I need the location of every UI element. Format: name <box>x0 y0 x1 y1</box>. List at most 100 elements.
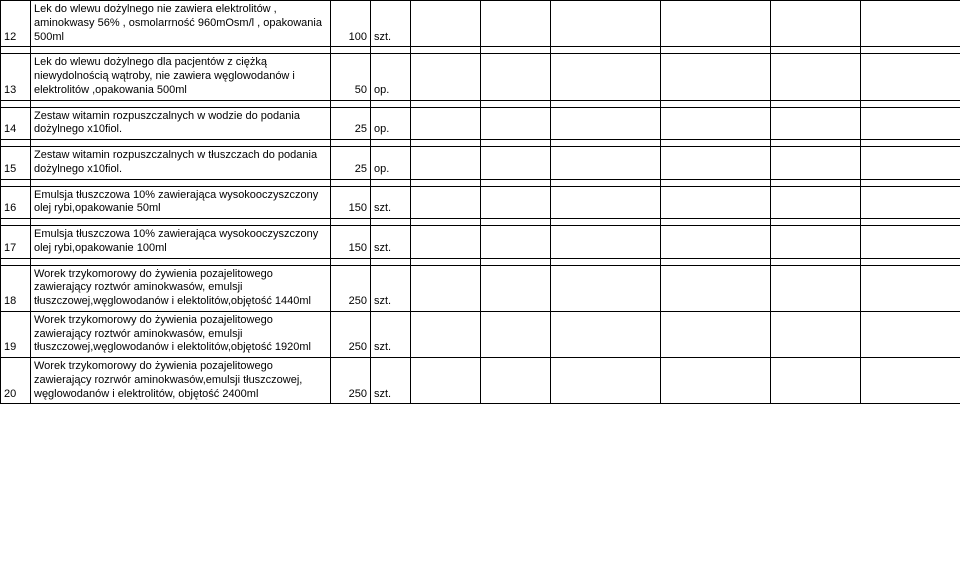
row-desc: Emulsja tłuszczowa 10% zawierająca wysok… <box>31 226 331 259</box>
row-blank <box>551 1 661 47</box>
row-blank <box>411 358 481 404</box>
table-row: 17Emulsja tłuszczowa 10% zawierająca wys… <box>1 226 960 259</box>
row-blank <box>661 54 771 100</box>
row-blank <box>771 311 861 357</box>
row-blank <box>861 358 960 404</box>
separator-cell <box>411 179 481 186</box>
table-row: 13Lek do wlewu dożylnego dla pacjentów z… <box>1 54 960 100</box>
row-blank <box>411 107 481 140</box>
row-blank <box>861 107 960 140</box>
row-qty: 250 <box>331 311 371 357</box>
separator-cell <box>411 258 481 265</box>
row-number: 18 <box>1 265 31 311</box>
separator-cell <box>411 47 481 54</box>
row-blank <box>411 265 481 311</box>
row-blank <box>771 54 861 100</box>
row-blank <box>771 147 861 180</box>
table-row: 19Worek trzykomorowy do żywienia pozajel… <box>1 311 960 357</box>
row-blank <box>481 147 551 180</box>
separator-cell <box>861 100 960 107</box>
row-blank <box>551 147 661 180</box>
row-blank <box>551 54 661 100</box>
row-blank <box>771 265 861 311</box>
row-unit: op. <box>371 147 411 180</box>
separator-cell <box>331 140 371 147</box>
row-blank <box>481 107 551 140</box>
separator-cell <box>771 100 861 107</box>
row-qty: 150 <box>331 186 371 219</box>
separator-cell <box>481 219 551 226</box>
separator-cell <box>551 258 661 265</box>
separator-cell <box>661 140 771 147</box>
row-blank <box>771 358 861 404</box>
row-blank <box>411 54 481 100</box>
row-blank <box>411 226 481 259</box>
row-number: 14 <box>1 107 31 140</box>
separator-cell <box>481 140 551 147</box>
row-qty: 25 <box>331 107 371 140</box>
separator-cell <box>371 258 411 265</box>
separator-cell <box>371 219 411 226</box>
row-blank <box>861 147 960 180</box>
separator-cell <box>411 100 481 107</box>
row-unit: szt. <box>371 265 411 311</box>
row-blank <box>661 147 771 180</box>
row-blank <box>411 147 481 180</box>
separator-cell <box>661 219 771 226</box>
row-blank <box>551 107 661 140</box>
separator-cell <box>31 47 331 54</box>
separator-cell <box>771 47 861 54</box>
separator-cell <box>1 140 31 147</box>
row-blank <box>551 358 661 404</box>
row-unit: szt. <box>371 311 411 357</box>
separator-cell <box>1 100 31 107</box>
table-row: 20Worek trzykomorowy do żywienia pozajel… <box>1 358 960 404</box>
row-desc: Worek trzykomorowy do żywienia pozajelit… <box>31 311 331 357</box>
separator-cell <box>371 179 411 186</box>
row-desc: Emulsja tłuszczowa 10% zawierająca wysok… <box>31 186 331 219</box>
row-blank <box>551 186 661 219</box>
row-qty: 250 <box>331 265 371 311</box>
row-qty: 150 <box>331 226 371 259</box>
row-unit: op. <box>371 107 411 140</box>
row-desc: Worek trzykomorowy do żywienia pozajelit… <box>31 265 331 311</box>
row-blank <box>551 226 661 259</box>
separator-cell <box>551 47 661 54</box>
row-blank <box>411 1 481 47</box>
table-row: 18Worek trzykomorowy do żywienia pozajel… <box>1 265 960 311</box>
row-blank <box>661 186 771 219</box>
separator-cell <box>771 179 861 186</box>
row-desc: Zestaw witamin rozpuszczalnych w tłuszcz… <box>31 147 331 180</box>
row-number: 13 <box>1 54 31 100</box>
separator-cell <box>861 219 960 226</box>
separator-cell <box>31 219 331 226</box>
row-unit: szt. <box>371 226 411 259</box>
row-blank <box>771 226 861 259</box>
row-blank <box>771 186 861 219</box>
separator-cell <box>371 140 411 147</box>
row-qty: 250 <box>331 358 371 404</box>
row-blank <box>661 107 771 140</box>
row-desc: Zestaw witamin rozpuszczalnych w wodzie … <box>31 107 331 140</box>
table-row: 14Zestaw witamin rozpuszczalnych w wodzi… <box>1 107 960 140</box>
row-number: 20 <box>1 358 31 404</box>
separator-cell <box>661 47 771 54</box>
separator-cell <box>481 100 551 107</box>
separator-cell <box>31 140 331 147</box>
row-blank <box>551 265 661 311</box>
separator-cell <box>861 258 960 265</box>
row-desc: Lek do wlewu dożylnego dla pacjentów z c… <box>31 54 331 100</box>
row-number: 17 <box>1 226 31 259</box>
row-separator <box>1 47 960 54</box>
row-number: 12 <box>1 1 31 47</box>
separator-cell <box>771 140 861 147</box>
row-separator <box>1 140 960 147</box>
row-blank <box>481 358 551 404</box>
row-blank <box>411 186 481 219</box>
spec-table: 12Lek do wlewu dożylnego nie zawiera ele… <box>0 0 960 404</box>
separator-cell <box>661 100 771 107</box>
row-blank <box>771 1 861 47</box>
row-blank <box>771 107 861 140</box>
separator-cell <box>861 140 960 147</box>
row-blank <box>661 358 771 404</box>
